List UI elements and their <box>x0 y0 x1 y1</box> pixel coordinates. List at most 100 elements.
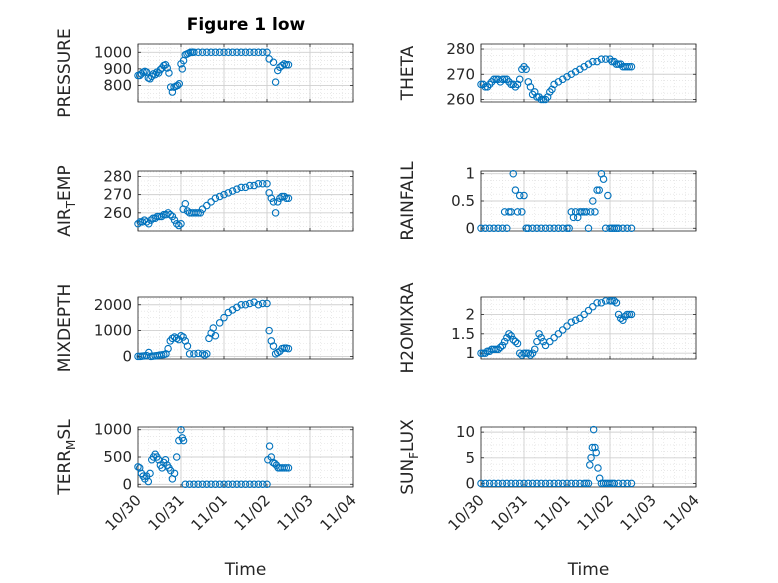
data-point <box>599 175 608 183</box>
data-point <box>563 322 571 330</box>
x-tick-label: 11/03 <box>274 491 317 534</box>
data-point <box>209 324 218 332</box>
data-point <box>185 480 194 489</box>
data-point <box>177 219 185 228</box>
data-point <box>627 310 636 319</box>
data-point <box>614 224 623 233</box>
data-point <box>558 326 567 334</box>
data-point <box>237 480 245 489</box>
data-point <box>589 57 597 66</box>
y-tick-label: 0 <box>122 475 132 493</box>
data-point <box>224 48 233 57</box>
data-point <box>492 345 500 354</box>
data-point <box>194 480 202 489</box>
y-tick-label: 0 <box>465 474 475 492</box>
data-point <box>593 186 601 194</box>
data-point <box>246 48 254 57</box>
data-point <box>591 208 599 216</box>
data-point <box>591 443 599 452</box>
data-point <box>172 453 181 461</box>
data-point <box>496 343 505 352</box>
data-point <box>192 209 200 217</box>
data-point <box>477 349 485 357</box>
data-point <box>250 181 258 190</box>
data-point <box>175 221 183 230</box>
data-point <box>196 209 205 217</box>
x-tick-label: 11/03 <box>617 491 660 534</box>
data-point <box>228 48 237 57</box>
data-point <box>168 88 177 96</box>
data-point <box>170 469 179 478</box>
data-point <box>597 55 606 63</box>
data-point <box>265 326 273 335</box>
data-point <box>490 224 498 233</box>
data-point <box>511 337 520 346</box>
data-point <box>503 224 511 233</box>
data-point <box>571 316 580 324</box>
data-point <box>485 479 494 488</box>
y-tick-label: 1000 <box>94 43 132 61</box>
data-point <box>485 347 494 355</box>
data-point <box>280 464 288 472</box>
data-point <box>233 480 241 489</box>
y-tick-label: 5 <box>465 449 475 467</box>
data-point <box>550 479 558 488</box>
data-point <box>220 190 228 199</box>
data-point <box>190 350 198 358</box>
axes-panel: 0 1000 2000 MIXDEPTH <box>55 284 354 372</box>
data-point <box>207 48 215 57</box>
data-point <box>612 60 621 68</box>
data-point <box>522 65 530 73</box>
data-point <box>589 425 598 434</box>
data-point <box>194 209 202 217</box>
axes-panel: 0 5 10 10/30 10/31 11/01 11/02 11/03 11/04 Time SU… <box>398 419 703 580</box>
data-point <box>619 479 627 488</box>
data-point <box>524 479 533 488</box>
data-point <box>511 479 520 488</box>
axes-frame <box>137 296 354 360</box>
data-point <box>526 351 535 359</box>
axes-panel: 0 500 1000 10/30 10/31 11/01 11/02 11/03 11/04 Ti… <box>55 419 360 580</box>
data-point <box>537 479 545 488</box>
data-point <box>533 479 541 488</box>
data-point <box>190 48 198 57</box>
data-point <box>284 194 293 203</box>
axes-frame <box>480 43 697 103</box>
y-axis-label: TERRMSL <box>55 419 78 496</box>
data-point <box>284 60 293 69</box>
data-point <box>271 209 280 217</box>
data-point <box>584 479 593 488</box>
data-point <box>179 333 187 341</box>
y-tick-label: 0 <box>465 219 475 237</box>
y-tick-label: 500 <box>103 448 132 466</box>
data-point <box>203 480 211 489</box>
axes-panel: 11.5 2 H2OMIXRA <box>398 282 697 374</box>
data-point <box>282 464 291 472</box>
data-point <box>164 344 172 353</box>
data-point <box>198 480 207 489</box>
y-tick-label: 260 <box>446 90 475 108</box>
data-point <box>215 319 224 327</box>
x-tick-label: 11/01 <box>188 491 231 534</box>
data-point <box>604 191 612 200</box>
data-point <box>220 313 228 322</box>
data-point <box>258 179 267 188</box>
data-point <box>477 224 485 233</box>
data-point <box>228 187 237 195</box>
data-point <box>520 479 528 488</box>
data-point <box>513 339 522 348</box>
data-point <box>237 183 245 192</box>
x-tick-label: 11/04 <box>317 491 360 534</box>
y-tick-label: 1000 <box>94 322 132 340</box>
data-point <box>537 95 545 104</box>
figure-title: Figure 1 low <box>187 15 306 35</box>
data-point <box>541 479 550 488</box>
data-point <box>254 48 263 57</box>
data-point <box>258 480 267 489</box>
data-point <box>554 224 563 233</box>
x-tick-label: 11/04 <box>660 491 703 534</box>
data-point <box>269 198 278 206</box>
x-tick-label: 11/02 <box>231 491 274 534</box>
y-axis-label: RAINFALL <box>398 161 418 241</box>
data-point <box>145 219 153 228</box>
